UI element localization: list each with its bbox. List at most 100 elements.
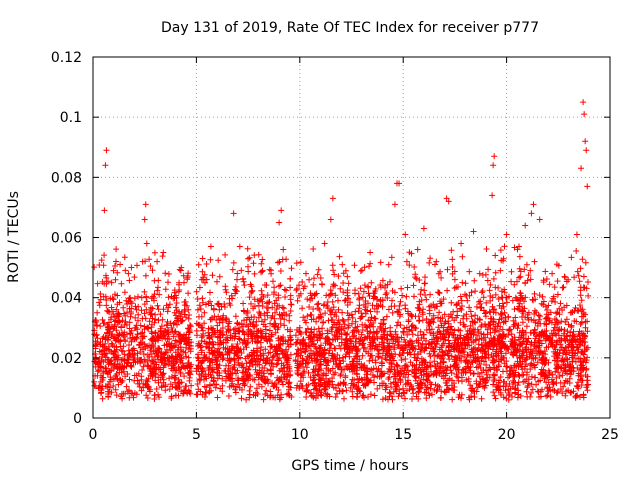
data-point xyxy=(373,330,380,337)
data-point xyxy=(174,315,181,322)
y-tick-label: 0.06 xyxy=(51,231,82,247)
data-point xyxy=(236,243,243,250)
y-tick-label: 0.04 xyxy=(51,291,82,307)
data-point xyxy=(445,198,452,205)
data-point xyxy=(180,279,187,286)
data-point xyxy=(385,261,392,268)
data-point xyxy=(162,327,169,334)
data-point xyxy=(427,291,434,298)
data-point xyxy=(503,231,510,238)
data-point xyxy=(214,348,221,355)
data-point xyxy=(168,357,175,364)
data-point xyxy=(327,216,334,223)
data-point xyxy=(583,147,590,154)
x-tick-label: 5 xyxy=(192,427,201,443)
data-point xyxy=(284,351,291,358)
x-tick-label: 20 xyxy=(498,427,516,443)
data-point xyxy=(530,201,537,208)
data-point xyxy=(542,303,549,310)
data-point xyxy=(573,231,580,238)
data-point xyxy=(203,276,210,283)
data-point xyxy=(232,330,239,337)
data-point xyxy=(265,333,272,340)
data-point xyxy=(352,318,359,325)
data-point xyxy=(98,348,105,355)
data-point xyxy=(114,360,121,367)
data-point xyxy=(303,270,310,277)
data-point xyxy=(139,258,146,265)
data-point xyxy=(531,258,538,265)
data-point xyxy=(102,162,109,169)
data-point xyxy=(336,333,343,340)
data-point xyxy=(296,339,303,346)
data-point xyxy=(439,333,446,340)
y-tick-label: 0 xyxy=(73,411,82,427)
data-point xyxy=(528,210,535,217)
data-point xyxy=(207,243,214,250)
data-point xyxy=(567,309,574,316)
data-point xyxy=(470,228,477,235)
data-point xyxy=(220,312,227,319)
data-point xyxy=(156,291,163,298)
data-point xyxy=(108,279,115,286)
chart-title: Day 131 of 2019, Rate Of TEC Index for r… xyxy=(161,20,539,36)
data-point xyxy=(309,357,316,364)
data-point xyxy=(414,246,421,253)
y-tick-label: 0.08 xyxy=(51,170,82,186)
data-point xyxy=(379,303,386,310)
data-point xyxy=(160,249,167,256)
data-point-cloud xyxy=(91,243,592,403)
data-point xyxy=(280,246,287,253)
data-point xyxy=(94,309,101,316)
data-point-cloud-path xyxy=(91,243,592,403)
data-point xyxy=(226,357,233,364)
data-point xyxy=(561,273,568,280)
data-point xyxy=(329,195,336,202)
data-point xyxy=(141,216,148,223)
x-tick-label: 0 xyxy=(89,427,98,443)
data-point xyxy=(402,231,409,238)
data-point xyxy=(104,321,111,328)
x-tick-label: 15 xyxy=(394,427,412,443)
data-point xyxy=(420,225,427,232)
data-point xyxy=(133,306,140,313)
data-point xyxy=(581,111,588,118)
data-point xyxy=(321,240,328,247)
data-point xyxy=(464,297,471,304)
y-tick-label: 0.1 xyxy=(60,110,82,126)
data-point xyxy=(522,222,529,229)
data-point xyxy=(195,321,202,328)
y-axis-label: ROTI / TECUs xyxy=(6,191,22,283)
data-point xyxy=(578,165,585,172)
data-point xyxy=(555,327,562,334)
y-tick-label: 0.12 xyxy=(51,50,82,66)
data-point xyxy=(185,369,192,376)
data-point xyxy=(367,249,374,256)
data-point xyxy=(580,99,587,106)
data-point xyxy=(199,255,206,262)
axis-ticks: 0 5 10 15 20 25 0 0.02 0.04 0.06 0.08 0.1 0.12 xyxy=(51,50,619,443)
data-point xyxy=(443,195,450,202)
data-point xyxy=(149,342,156,349)
data-point xyxy=(391,201,398,208)
data-point xyxy=(516,243,523,250)
data-point xyxy=(121,333,128,340)
data-point xyxy=(476,270,483,277)
data-point xyxy=(458,240,465,247)
data-point xyxy=(143,240,150,247)
data-point xyxy=(408,312,415,319)
data-point xyxy=(344,273,351,280)
data-point xyxy=(451,276,458,283)
data-point xyxy=(259,267,266,274)
data-series-roti xyxy=(92,99,591,379)
data-point xyxy=(396,180,403,187)
data-point xyxy=(276,219,283,226)
x-tick-label: 25 xyxy=(601,427,619,443)
x-axis-label: GPS time / hours xyxy=(291,458,408,474)
data-point xyxy=(497,267,504,274)
data-point xyxy=(245,366,252,373)
data-point xyxy=(549,270,556,277)
data-point xyxy=(433,258,440,265)
data-point xyxy=(584,183,591,190)
